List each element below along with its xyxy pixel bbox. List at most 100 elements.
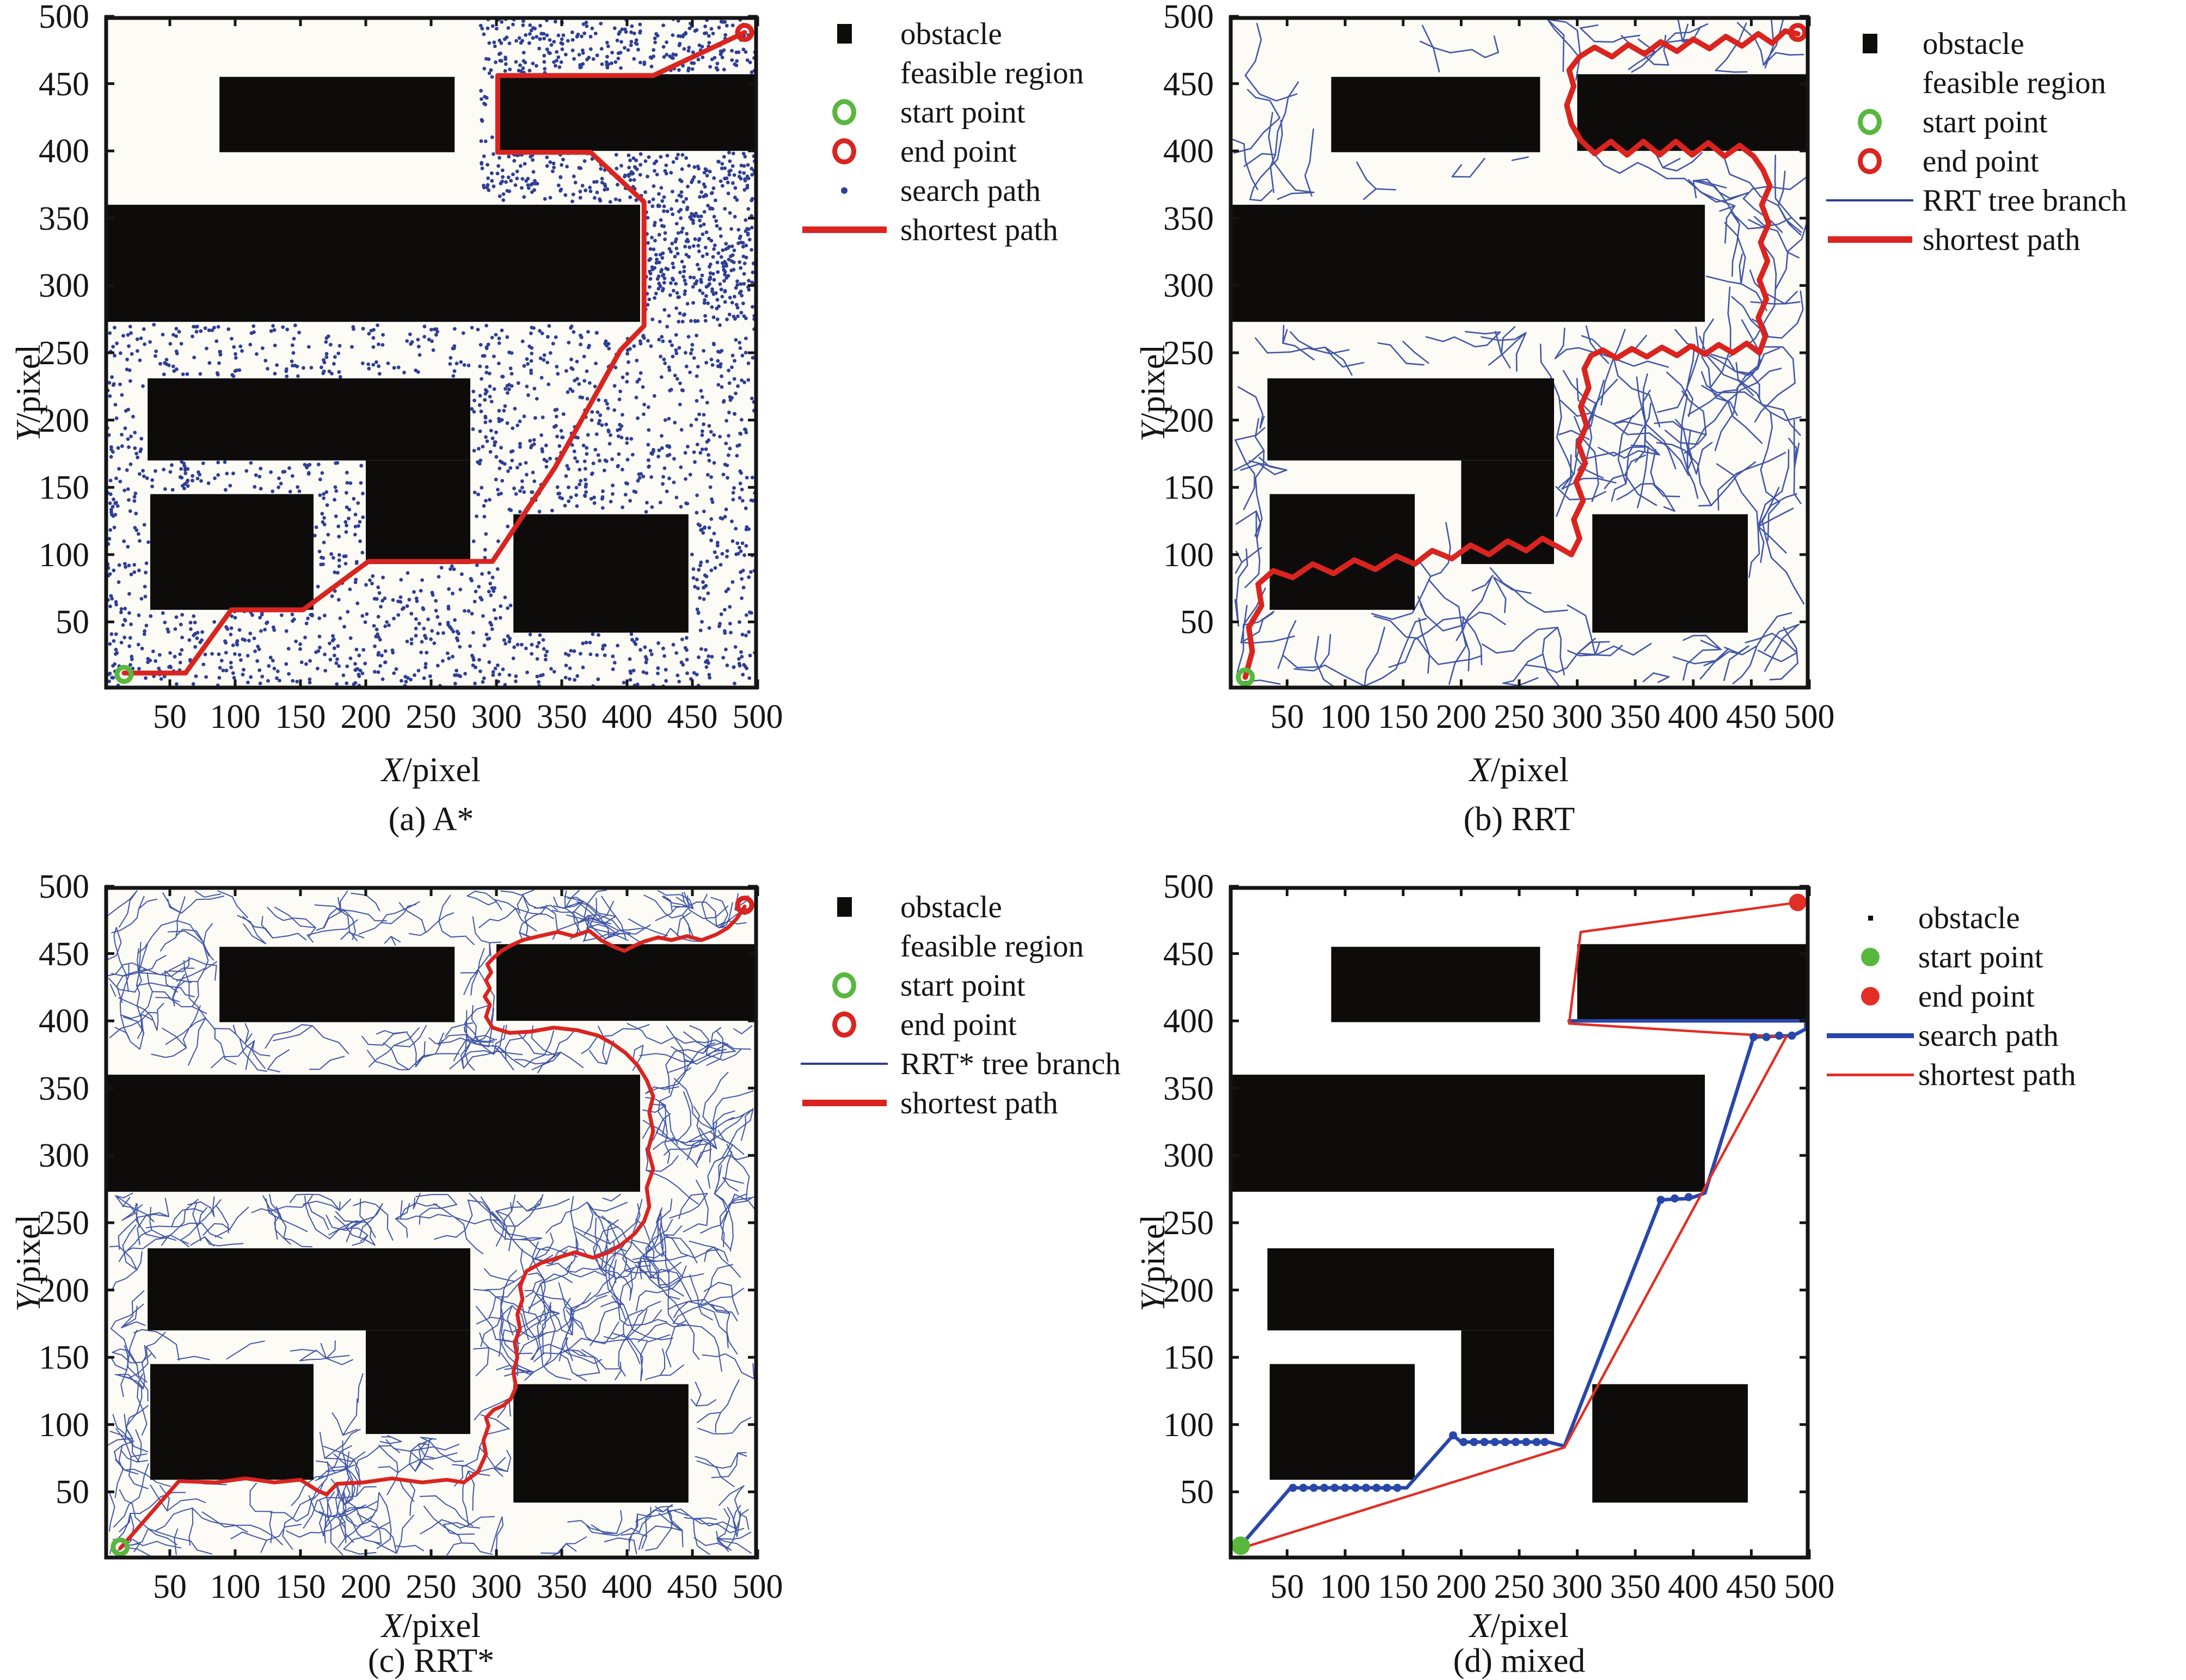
- tree-branch: [112, 1414, 134, 1447]
- search-path-dot: [337, 370, 341, 374]
- search-path-dot: [628, 178, 633, 182]
- obstacle-rect: [496, 74, 758, 151]
- search-path-dot: [643, 190, 647, 194]
- tree-branch: [575, 1372, 600, 1377]
- search-path-dot: [744, 528, 748, 531]
- search-path-dot: [641, 670, 646, 674]
- search-path-dot: [662, 209, 666, 213]
- search-path-dot: [506, 606, 509, 610]
- legend-label: end point: [900, 1007, 1017, 1042]
- tree-branch: [1763, 52, 1804, 66]
- search-path-dot: [600, 176, 604, 181]
- search-path-dot: [489, 400, 494, 403]
- dot-black-tiny-icon: [1822, 915, 1918, 921]
- search-path-dot: [572, 449, 576, 453]
- search-path-dot: [346, 610, 350, 614]
- search-path-dot: [203, 326, 207, 330]
- tree-branch: [1683, 648, 1722, 681]
- tree-branch: [1463, 616, 1483, 665]
- search-path-dot: [341, 673, 346, 677]
- search-path-dot: [703, 525, 707, 530]
- tree-branch: [420, 1519, 443, 1535]
- search-path-dot: [387, 623, 391, 627]
- tree-branch: [733, 1505, 741, 1537]
- tree-branch: [696, 1180, 709, 1227]
- search-path-dot: [607, 346, 611, 351]
- tree-branch: [162, 1028, 187, 1049]
- tree-branch: [1683, 634, 1722, 651]
- tree-branch: [344, 1485, 351, 1506]
- tree-branch: [159, 1485, 170, 1512]
- search-path-dot: [483, 420, 488, 425]
- search-path-dot: [515, 176, 519, 181]
- search-path-dot: [377, 372, 382, 376]
- search-path-dot: [112, 497, 115, 501]
- search-path-dot: [696, 610, 701, 615]
- search-path-dot: [570, 48, 575, 52]
- search-path-dot: [577, 53, 581, 57]
- search-path-dot: [613, 60, 618, 64]
- search-path-dot: [527, 41, 531, 45]
- search-path-dot: [561, 33, 566, 38]
- search-path-dot: [685, 302, 690, 306]
- search-path-dot: [204, 675, 208, 679]
- search-path-dot: [654, 261, 659, 265]
- search-path-dot: [134, 451, 139, 456]
- search-path-dot: [142, 523, 146, 527]
- x-axis-variable: X: [1470, 751, 1491, 789]
- search-path-dot: [179, 467, 183, 471]
- search-path-dot: [731, 490, 735, 495]
- tree-branch: [378, 1444, 398, 1473]
- search-path-dot: [697, 568, 701, 572]
- search-path-dot: [358, 669, 363, 672]
- search-path-dot: [573, 378, 577, 383]
- search-path-dot: [1501, 1438, 1509, 1446]
- tree-branch: [586, 1201, 627, 1240]
- search-path-dot: [275, 363, 279, 367]
- search-path-dot: [416, 338, 420, 342]
- obstacle-rect: [148, 1248, 470, 1330]
- search-path-dot: [490, 171, 494, 175]
- tree-branch: [737, 1452, 747, 1457]
- tree-branch: [330, 1479, 346, 1506]
- search-path-dot: [402, 370, 406, 375]
- tree-branch: [632, 1045, 644, 1062]
- tree-branch: [1700, 640, 1722, 651]
- search-path-dot: [683, 244, 687, 249]
- search-path-dot: [354, 578, 358, 581]
- search-path-dot: [606, 342, 611, 346]
- tree-branch: [541, 1543, 567, 1554]
- search-path-dot: [487, 590, 491, 594]
- search-path-dot: [681, 388, 685, 393]
- tree-branch: [722, 1177, 739, 1192]
- tree-branch: [137, 920, 178, 954]
- legend-item-end-point: end point: [1817, 142, 2127, 181]
- search-path-dot: [537, 46, 541, 51]
- search-path-dot: [223, 460, 227, 464]
- search-path-dot: [584, 477, 587, 482]
- search-path-dot: [591, 57, 595, 61]
- search-path-dot: [585, 397, 590, 401]
- tree-branch: [419, 1204, 457, 1225]
- tree-branch: [705, 1049, 727, 1056]
- search-path-dot: [545, 459, 549, 463]
- search-path-dot: [216, 372, 220, 377]
- search-path-dot: [678, 402, 682, 407]
- tree-branch: [689, 1241, 715, 1248]
- search-path-dot: [302, 366, 305, 370]
- search-path-dot: [633, 640, 636, 644]
- search-path-dot: [120, 433, 124, 437]
- search-path-dot: [136, 455, 140, 459]
- legend-label: obstacle: [900, 890, 1002, 924]
- search-path-dot: [748, 610, 752, 615]
- search-path-dot: [498, 672, 501, 677]
- search-path-dot: [700, 620, 704, 624]
- search-path-dot: [613, 365, 618, 370]
- tree-branch: [1715, 22, 1747, 71]
- search-path-dot: [143, 629, 146, 633]
- tree-branch: [638, 1506, 652, 1533]
- y-axis-variable: Y: [9, 422, 47, 442]
- search-path-dot: [707, 673, 711, 677]
- square-white-icon: [1863, 73, 1877, 93]
- search-path-dot: [521, 66, 525, 70]
